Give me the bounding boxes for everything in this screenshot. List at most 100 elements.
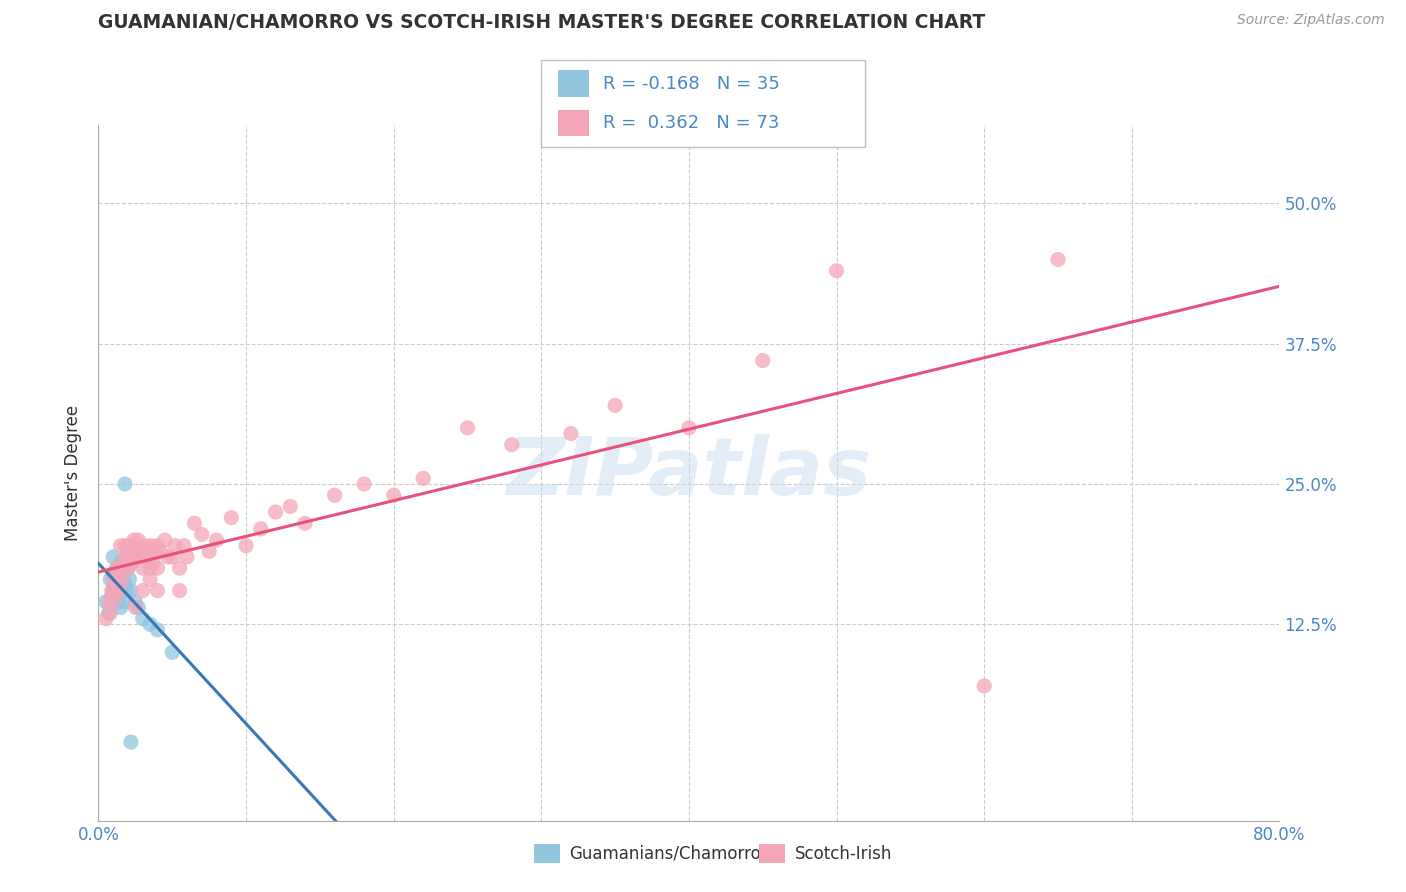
Point [98,573,121,587]
Point [132,561,155,575]
Text: Scotch-Irish: Scotch-Irish [794,845,891,863]
Point [142,556,165,570]
Point [183,516,205,531]
Point [111,583,134,598]
Point [103,595,125,609]
Point [205,533,228,547]
Point [456,421,478,435]
Point [751,353,773,368]
Point [103,583,125,598]
Point [105,561,128,575]
Point [94,595,117,609]
Text: R =  0.362   N = 73: R = 0.362 N = 73 [603,114,779,132]
Point [124,595,146,609]
Point [219,510,242,524]
Point [146,623,169,637]
Point [128,549,150,564]
Point [250,522,273,536]
Point [111,561,134,575]
Point [114,578,136,592]
Point [162,645,183,659]
Text: Source: ZipAtlas.com: Source: ZipAtlas.com [1237,13,1385,28]
Point [169,561,191,575]
Point [94,612,117,626]
Point [560,426,582,441]
Point [139,573,162,587]
Point [127,533,149,547]
Point [235,539,257,553]
Point [120,583,142,598]
Point [146,583,169,598]
Point [124,549,146,564]
Point [143,544,166,558]
Point [122,533,145,547]
Point [108,583,131,598]
Point [353,477,375,491]
Point [105,589,128,603]
Point [132,583,155,598]
Point [103,549,125,564]
Point [132,544,155,558]
Text: ZIPatlas: ZIPatlas [506,434,872,512]
Point [110,573,132,587]
Point [127,600,149,615]
Point [103,566,125,581]
Point [110,600,132,615]
Point [323,488,346,502]
Point [118,573,141,587]
Point [156,549,179,564]
Point [825,264,848,278]
Point [111,573,134,587]
Point [165,539,187,553]
Point [104,578,127,592]
Point [198,544,221,558]
Point [135,539,157,553]
Point [98,606,121,620]
Point [112,573,135,587]
Point [124,600,146,615]
Point [146,561,169,575]
Point [107,583,129,598]
Point [115,583,138,598]
Point [605,399,627,413]
Point [110,539,132,553]
Point [973,679,995,693]
Point [108,573,131,587]
Point [1046,252,1069,267]
Point [100,589,122,603]
Point [678,421,700,435]
Point [121,556,143,570]
Point [103,573,125,587]
Point [132,612,155,626]
Point [191,527,214,541]
Point [120,735,142,749]
Point [120,539,142,553]
Point [97,595,120,609]
Point [117,539,139,553]
Point [176,549,198,564]
Point [294,516,316,531]
Point [117,561,139,575]
Y-axis label: Master's Degree: Master's Degree [65,405,83,541]
Point [125,544,148,558]
Point [149,544,172,558]
Point [110,561,132,575]
Point [108,595,131,609]
Point [501,438,523,452]
Point [139,561,162,575]
Point [136,549,159,564]
Point [117,544,139,558]
Point [107,561,129,575]
Point [139,617,162,632]
Point [112,556,135,570]
Text: GUAMANIAN/CHAMORRO VS SCOTCH-IRISH MASTER'S DEGREE CORRELATION CHART: GUAMANIAN/CHAMORRO VS SCOTCH-IRISH MASTE… [98,13,986,32]
Point [107,573,129,587]
Point [162,549,183,564]
Point [104,583,127,598]
Text: Guamanians/Chamorros: Guamanians/Chamorros [569,845,770,863]
Point [146,539,169,553]
Point [169,583,191,598]
Text: R = -0.168   N = 35: R = -0.168 N = 35 [603,75,780,93]
Point [114,595,136,609]
Point [114,561,136,575]
